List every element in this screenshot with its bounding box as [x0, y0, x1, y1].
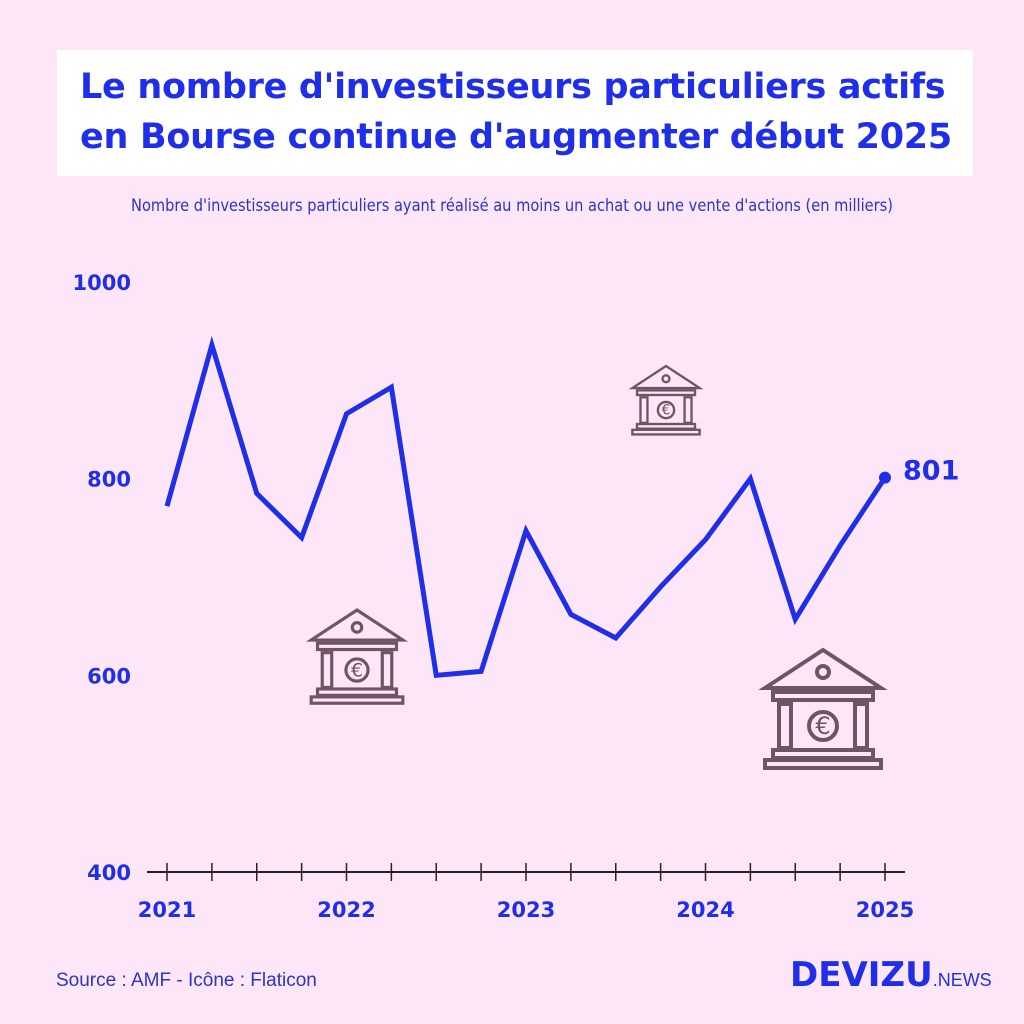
x-tick-label: 2022 — [317, 898, 375, 922]
devizu-logo: DEVIZU.NEWS — [790, 955, 992, 995]
svg-text:€: € — [351, 659, 363, 681]
y-tick-label: 800 — [87, 468, 131, 492]
y-tick-label: 1000 — [73, 271, 131, 295]
x-tick-label: 2023 — [497, 898, 555, 922]
svg-text:€: € — [662, 403, 671, 419]
logo-suffix: .NEWS — [932, 970, 992, 990]
last-value-label: 801 — [903, 456, 959, 487]
chart-subtitle: Nombre d'investisseurs particuliers ayan… — [131, 196, 893, 216]
x-tick-label: 2025 — [856, 898, 914, 922]
bank-euro-icon: € — [305, 608, 409, 705]
chart-title: Le nombre d'investisseurs particuliers a… — [80, 67, 952, 157]
logo-brand: DEVIZU — [790, 955, 933, 995]
source-note: Source : AMF - Icône : Flaticon — [56, 970, 317, 991]
data-point — [879, 471, 891, 484]
svg-text:€: € — [815, 712, 830, 740]
series-line — [164, 335, 888, 679]
y-tick-label: 400 — [87, 861, 131, 885]
bank-euro-icon: € — [758, 647, 888, 770]
bank-euro-icon: € — [628, 364, 704, 436]
x-tick-label: 2021 — [138, 898, 196, 922]
y-tick-label: 600 — [87, 664, 131, 688]
x-tick-label: 2024 — [676, 898, 734, 922]
title-box — [57, 50, 973, 176]
